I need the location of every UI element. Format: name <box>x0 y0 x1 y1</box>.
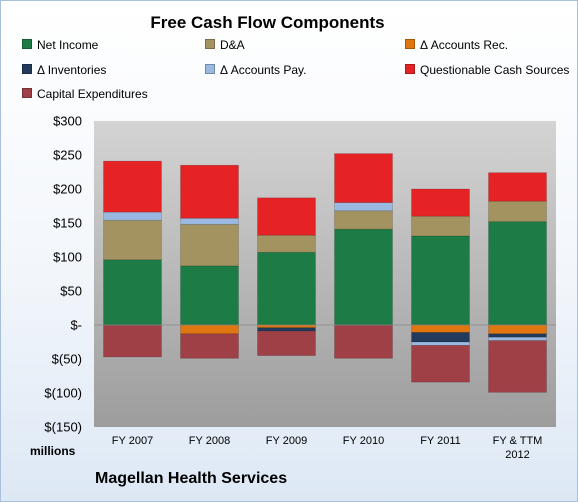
legend-item: D&A <box>205 37 245 53</box>
legend-item: Δ Inventories <box>22 62 106 78</box>
bar-segment <box>180 324 239 335</box>
legend-swatch <box>405 64 415 74</box>
legend-label: Capital Expenditures <box>37 87 148 101</box>
bar-segment <box>103 160 162 213</box>
bar-segment <box>334 228 393 326</box>
bar-segment <box>257 234 316 253</box>
legend-item: Capital Expenditures <box>22 86 148 102</box>
bar-segment <box>488 340 547 393</box>
bar-segment <box>180 223 239 267</box>
legend-swatch <box>22 64 32 74</box>
y-tick-label: $(50) <box>52 352 82 367</box>
x-tick-label: FY 2011 <box>420 435 461 447</box>
x-tick-label: 2012 <box>505 449 529 461</box>
y-tick-label: $50 <box>60 284 82 299</box>
company-name: Magellan Health Services <box>95 470 288 487</box>
bar-segment <box>180 217 239 225</box>
legend-swatch <box>205 39 215 49</box>
bar-segment <box>103 259 162 326</box>
bar-segment <box>334 324 393 359</box>
legend-item: Δ Accounts Pay. <box>205 62 307 78</box>
bar-segment <box>411 324 470 333</box>
legend-swatch <box>22 88 32 98</box>
bar-segment <box>180 164 239 219</box>
bar-segment <box>411 344 470 383</box>
y-tick-label: $(150) <box>44 420 82 435</box>
x-tick-label: FY 2010 <box>343 435 384 447</box>
legend-item: Net Income <box>22 37 98 53</box>
x-tick-label: FY 2007 <box>112 435 153 447</box>
y-tick-label: $150 <box>53 216 82 231</box>
bar-segment <box>103 324 162 358</box>
bar-segment <box>411 341 470 346</box>
x-tick-label: FY 2009 <box>266 435 307 447</box>
chart-title: Free Cash Flow Components <box>150 13 385 32</box>
bar-segment <box>334 202 393 212</box>
legend-label: Questionable Cash Sources <box>420 63 570 77</box>
legend-swatch <box>405 39 415 49</box>
legend-label: D&A <box>220 38 245 52</box>
bar-segment <box>103 219 162 261</box>
x-tick-label: FY 2008 <box>189 435 230 447</box>
bar-segment <box>334 210 393 230</box>
bar-segment <box>334 153 393 203</box>
y-tick-label: $250 <box>53 148 82 163</box>
plot-area <box>94 121 556 427</box>
y-tick-label: $300 <box>53 114 82 129</box>
bar-segment <box>488 221 547 326</box>
bar-segment <box>257 324 316 329</box>
y-tick-label: $- <box>70 318 82 333</box>
bar-segment <box>257 197 316 236</box>
bar-segment <box>411 188 470 217</box>
legend-label: Δ Inventories <box>37 63 107 77</box>
bar-segment <box>411 215 470 237</box>
legend-item: Δ Accounts Rec. <box>405 37 508 53</box>
bar-segment <box>488 200 547 223</box>
x-tick-label: FY & TTM <box>493 435 543 447</box>
legend-swatch <box>22 39 32 49</box>
legend-swatch <box>205 64 215 74</box>
bar-segment <box>257 327 316 332</box>
bar-segment <box>411 332 470 343</box>
bar-segment <box>488 336 547 342</box>
y-tick-label: $100 <box>53 250 82 265</box>
bar-segment <box>103 211 162 221</box>
legend-label: Δ Accounts Pay. <box>220 63 307 77</box>
bar-segment <box>180 265 239 326</box>
bar-segment <box>257 251 316 326</box>
bar-segment <box>411 235 470 326</box>
y-tick-label: $200 <box>53 182 82 197</box>
bar-segment <box>488 324 547 335</box>
y-tick-label: $(100) <box>44 386 82 401</box>
bar-segment <box>180 333 239 359</box>
legend-label: Δ Accounts Rec. <box>420 38 509 52</box>
legend-label: Net Income <box>37 38 99 52</box>
legend-item: Questionable Cash Sources <box>405 62 569 78</box>
units-label: millions <box>30 444 76 458</box>
bar-segment <box>488 172 547 202</box>
bar-segment <box>488 333 547 338</box>
bar-segment <box>257 330 316 356</box>
